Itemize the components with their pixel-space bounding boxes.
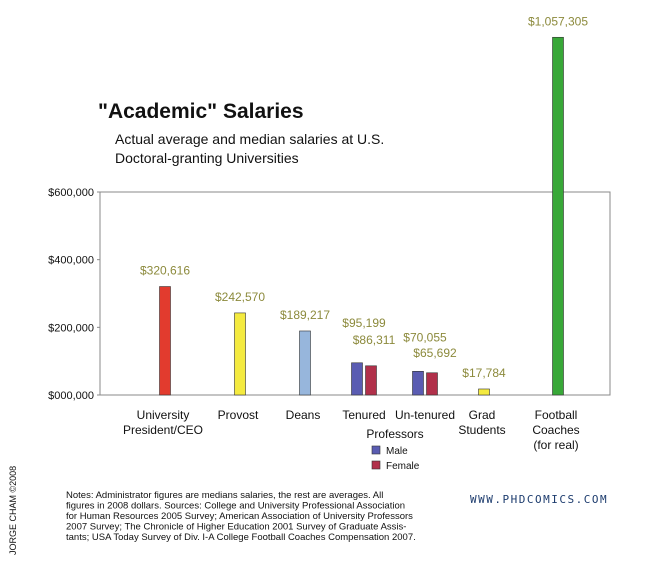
bar bbox=[351, 362, 363, 396]
value-label: $86,311 bbox=[353, 333, 396, 347]
x-tick-label: Football bbox=[535, 408, 578, 422]
legend-label: Male bbox=[386, 446, 408, 457]
bar bbox=[234, 312, 246, 396]
chart-title: "Academic" Salaries bbox=[98, 100, 304, 123]
note: 2007 Survey; The Chronicle of Higher Edu… bbox=[66, 522, 406, 533]
note: for Human Resources 2005 Survey; America… bbox=[66, 511, 413, 522]
x-tick-label: Un-tenured bbox=[395, 408, 455, 422]
note: Notes: Administrator figures are medians… bbox=[66, 490, 383, 501]
legend-swatch bbox=[371, 460, 381, 470]
value-label: $70,055 bbox=[403, 330, 447, 344]
bar bbox=[159, 286, 171, 396]
x-tick-label: (for real) bbox=[533, 438, 578, 452]
value-label: $242,570 bbox=[215, 290, 265, 304]
y-tick-label: $600,000 bbox=[48, 187, 94, 199]
subtitle: Actual average and median salaries at U.… bbox=[115, 131, 384, 147]
value-label: $189,217 bbox=[280, 308, 330, 322]
bar bbox=[552, 36, 564, 396]
x-tick-label: Grad bbox=[469, 408, 496, 422]
bar bbox=[365, 365, 377, 396]
bar bbox=[412, 370, 424, 396]
value-label: $1,057,305 bbox=[528, 14, 588, 28]
value-label: $65,692 bbox=[413, 346, 457, 360]
note: figures in 2008 dollars. Sources: Colleg… bbox=[66, 501, 405, 512]
x-tick-label: Tenured bbox=[342, 408, 385, 422]
x-tick-label: University bbox=[137, 408, 190, 422]
value-label: $320,616 bbox=[140, 264, 190, 278]
note: tants; USA Today Survey of Div. I-A Coll… bbox=[66, 532, 416, 543]
x-tick-label: Coaches bbox=[532, 423, 579, 437]
value-label: $17,784 bbox=[462, 366, 506, 380]
bar bbox=[426, 372, 438, 396]
group-label: Professors bbox=[366, 427, 423, 441]
bar bbox=[299, 330, 311, 396]
value-label: $95,199 bbox=[342, 316, 386, 330]
legend-label: Female bbox=[386, 461, 420, 472]
x-tick-label: Deans bbox=[286, 408, 321, 422]
x-tick-label: Students bbox=[458, 423, 505, 437]
y-tick-label: $000,000 bbox=[48, 390, 94, 402]
subtitle: Doctoral-granting Universities bbox=[115, 150, 299, 166]
website: WWW.PHDCOMICS.COM bbox=[470, 493, 608, 506]
legend-swatch bbox=[371, 445, 381, 455]
y-tick-label: $200,000 bbox=[48, 322, 94, 334]
credit: JORGE CHAM ©2008 bbox=[8, 466, 18, 555]
bar bbox=[478, 388, 490, 396]
x-tick-label: President/CEO bbox=[123, 423, 203, 437]
y-tick-label: $400,000 bbox=[48, 255, 94, 267]
x-tick-label: Provost bbox=[218, 408, 259, 422]
